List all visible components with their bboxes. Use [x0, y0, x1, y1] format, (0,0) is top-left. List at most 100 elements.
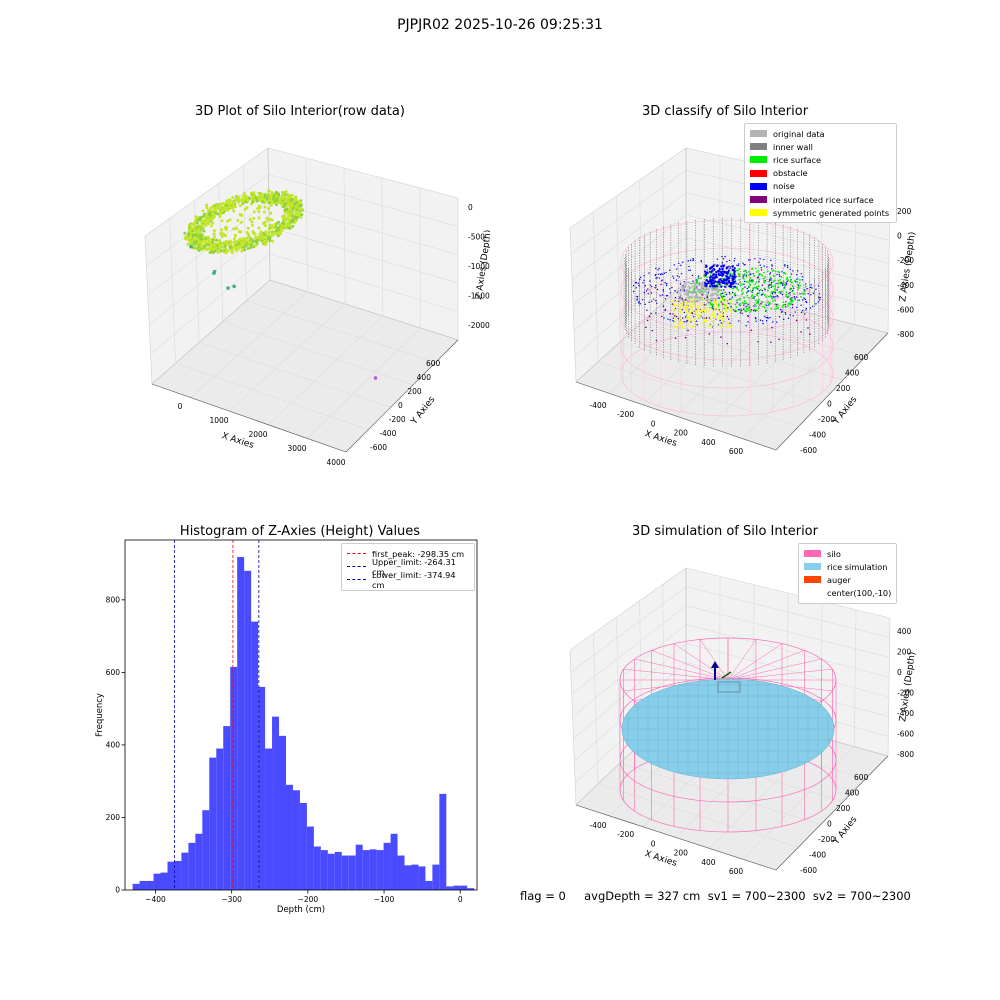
p1-cloud-point	[271, 192, 275, 196]
p2-point	[764, 309, 767, 312]
p2-point	[643, 279, 645, 282]
p4-x-tick-label: 0	[651, 839, 656, 848]
p2-point	[725, 275, 728, 278]
p2-point	[801, 279, 803, 281]
p2-point	[672, 275, 674, 277]
p2-point	[806, 287, 808, 290]
p2-point	[680, 289, 682, 291]
p2-point	[676, 268, 678, 270]
p2-legend-label: original data	[773, 128, 825, 139]
p1-cloud-point	[252, 210, 256, 214]
p2-point	[696, 296, 699, 299]
p2-point	[695, 310, 698, 313]
p2-point	[763, 306, 766, 309]
p2-point	[681, 317, 684, 319]
p1-cloud-point	[196, 229, 200, 233]
p2-point	[693, 299, 696, 302]
p1-cloud-point	[192, 226, 196, 230]
p2-point	[745, 271, 748, 274]
p1-cloud-point	[270, 223, 274, 227]
p4-legend-entry: silo	[804, 547, 891, 560]
p1-cloud-point	[246, 232, 250, 236]
p2-point	[643, 291, 646, 294]
p2-point	[696, 307, 699, 310]
p1-cloud-point	[250, 238, 254, 242]
p2-point	[700, 298, 703, 301]
p1-cloud-point	[286, 213, 290, 217]
p1-cloud-point	[255, 199, 259, 203]
p2-point	[755, 281, 758, 284]
p2-point	[651, 300, 653, 302]
p2-point	[674, 337, 677, 339]
p4-y-tick-label: -600	[800, 866, 817, 875]
p2-point	[752, 287, 755, 290]
p2-point	[710, 286, 713, 289]
p2-point	[747, 314, 749, 317]
p3-histogram-bar	[348, 855, 356, 890]
p2-point	[723, 307, 726, 310]
p1-cloud-point	[221, 209, 225, 213]
p2-point	[765, 320, 768, 322]
p2-point	[683, 289, 686, 291]
p2-legend-label: inner wall	[773, 141, 813, 152]
p2-point	[733, 269, 736, 273]
p2-point	[701, 281, 704, 284]
p4-z-tick-label: 0	[897, 668, 902, 677]
p2-point	[692, 288, 695, 291]
p2-point	[674, 321, 677, 324]
p2-point	[667, 318, 669, 320]
p2-point	[655, 267, 657, 270]
p2-point	[770, 307, 773, 310]
p2-y-tick-label: 0	[827, 400, 832, 409]
p2-point	[778, 338, 780, 341]
p3-histogram-bar	[411, 864, 419, 890]
p2-point	[764, 303, 767, 306]
p2-point	[720, 322, 722, 324]
p2-point	[688, 265, 690, 268]
p2-point	[733, 281, 736, 284]
p1-cloud-point	[284, 210, 288, 214]
p3-legend-swatch	[347, 579, 366, 581]
p2-x-tick-label: 400	[701, 438, 716, 447]
p2-point	[714, 275, 717, 278]
p1-cloud-point	[224, 234, 228, 238]
p2-point	[682, 326, 685, 329]
p2-point	[726, 308, 729, 311]
p2-point	[729, 274, 732, 277]
p4-silo-spoke	[727, 668, 833, 681]
p2-point	[733, 272, 736, 275]
p2-point	[772, 300, 774, 303]
p4-gridline	[570, 586, 890, 673]
p2-point	[695, 314, 698, 317]
p2-point	[729, 310, 732, 313]
p2-point	[700, 322, 703, 325]
p1-cloud-point	[190, 222, 194, 226]
p1-cloud-point	[252, 231, 256, 235]
p2-point	[720, 265, 723, 268]
p2-point	[796, 283, 799, 286]
p3-bars	[132, 557, 475, 890]
p1-cloud-point	[232, 237, 236, 241]
p2-point	[686, 319, 689, 322]
p2-point	[781, 293, 784, 296]
p3-x-tick-label: −100	[374, 895, 395, 904]
p2-point	[742, 276, 744, 278]
p3-histogram-bar	[446, 886, 454, 890]
p3-histogram-bar	[279, 735, 286, 890]
p2-point	[703, 270, 707, 273]
p2-point	[744, 286, 746, 288]
p1-outlier-point	[232, 284, 236, 289]
p1-cloud-point	[251, 194, 255, 198]
p2-point	[679, 281, 682, 284]
p2-point	[778, 274, 781, 276]
p2-point	[735, 306, 738, 309]
p2-point	[643, 275, 645, 277]
p2-legend-swatch	[750, 156, 767, 164]
p1-cloud-point	[211, 221, 215, 225]
p2-point	[632, 290, 635, 293]
p2-point	[726, 260, 728, 263]
p2-point	[679, 298, 682, 301]
p2-point	[728, 318, 730, 320]
p2-point	[710, 297, 713, 300]
p3-histogram-bar	[460, 885, 468, 890]
